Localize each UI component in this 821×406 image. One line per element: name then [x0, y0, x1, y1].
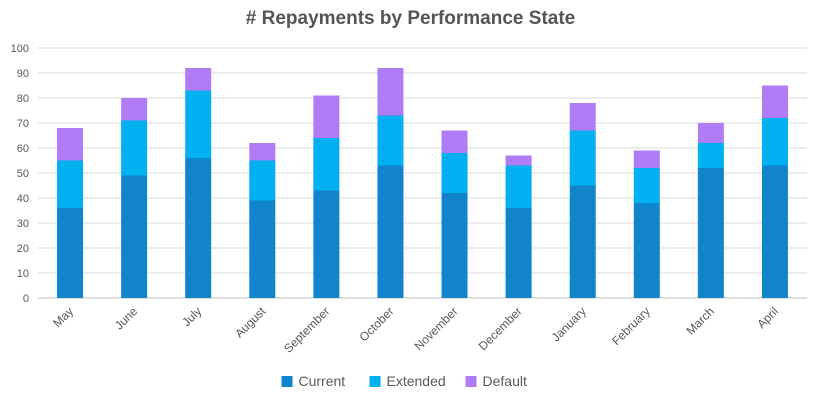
y-tick-label-20: 20	[17, 243, 29, 255]
y-tick-label-10: 10	[17, 268, 29, 280]
bar-extended-may	[57, 160, 84, 208]
bar-extended-january	[569, 130, 596, 186]
legend-swatch-current	[281, 376, 293, 387]
bar-default-february	[633, 150, 660, 168]
bar-default-april	[761, 85, 788, 118]
legend: Current Extended Default	[281, 373, 527, 389]
y-tick-label-0: 0	[23, 293, 29, 305]
bar-current-october	[377, 165, 404, 298]
x-tick-label-november: November	[412, 304, 461, 353]
bar-extended-june	[121, 120, 148, 176]
bar-default-august	[249, 143, 276, 161]
x-tick-label-april: April	[754, 304, 781, 331]
y-tick-label-50: 50	[17, 168, 29, 180]
bar-extended-march	[697, 143, 724, 168]
bar-current-may	[57, 208, 84, 298]
bar-current-june	[121, 175, 148, 298]
legend-swatch-default	[465, 376, 477, 387]
x-tick-label-june: June	[112, 304, 141, 333]
bars	[57, 68, 788, 298]
bar-default-march	[697, 123, 724, 143]
y-axis: 0 10 20 30 40 50 60 70 80 90 100	[11, 43, 29, 305]
y-tick-label-40: 40	[17, 193, 29, 205]
chart-title: # Repayments by Performance State	[245, 8, 576, 29]
y-tick-label-60: 60	[17, 143, 29, 155]
bar-default-november	[441, 130, 468, 153]
bar-extended-february	[633, 168, 660, 203]
y-tick-label-30: 30	[17, 218, 29, 230]
bar-current-december	[505, 208, 532, 298]
bar-default-july	[185, 68, 212, 91]
gridlines	[38, 47, 807, 299]
bar-current-august	[249, 200, 276, 298]
bar-extended-december	[505, 165, 532, 208]
x-tick-label-september: September	[281, 304, 332, 355]
x-tick-label-july: July	[179, 304, 204, 329]
bar-default-september	[313, 95, 340, 138]
y-tick-label-90: 90	[17, 68, 29, 80]
bar-default-october	[377, 68, 404, 116]
x-tick-label-may: May	[50, 304, 76, 330]
bar-extended-november	[441, 153, 468, 193]
x-tick-label-january: January	[549, 304, 589, 344]
y-tick-label-100: 100	[11, 43, 29, 55]
bar-default-may	[57, 128, 84, 161]
legend-label-extended: Extended	[387, 373, 446, 389]
x-tick-label-december: December	[476, 304, 525, 353]
bar-extended-july	[185, 90, 212, 158]
bar-extended-april	[761, 118, 788, 166]
y-tick-label-70: 70	[17, 118, 29, 130]
legend-label-default: Default	[483, 373, 527, 389]
x-axis: May June July August September October Novembe…	[50, 304, 781, 356]
bar-current-september	[313, 190, 340, 298]
bar-default-december	[505, 155, 532, 166]
x-tick-label-october: October	[356, 304, 396, 344]
bar-extended-august	[249, 160, 276, 201]
bar-default-june	[121, 98, 148, 121]
bar-current-march	[697, 168, 724, 298]
bar-current-july	[185, 158, 212, 298]
bar-extended-september	[313, 138, 340, 191]
bar-current-november	[441, 193, 468, 298]
bar-default-january	[569, 103, 596, 131]
y-tick-label-80: 80	[17, 93, 29, 105]
legend-swatch-extended	[369, 376, 381, 387]
x-tick-label-august: August	[232, 304, 269, 341]
bar-extended-october	[377, 115, 404, 166]
bar-current-april	[761, 165, 788, 298]
x-tick-label-february: February	[609, 304, 653, 348]
x-tick-label-march: March	[684, 304, 717, 337]
legend-label-current: Current	[299, 373, 346, 389]
bar-current-january	[569, 185, 596, 298]
bar-current-february	[633, 203, 660, 298]
